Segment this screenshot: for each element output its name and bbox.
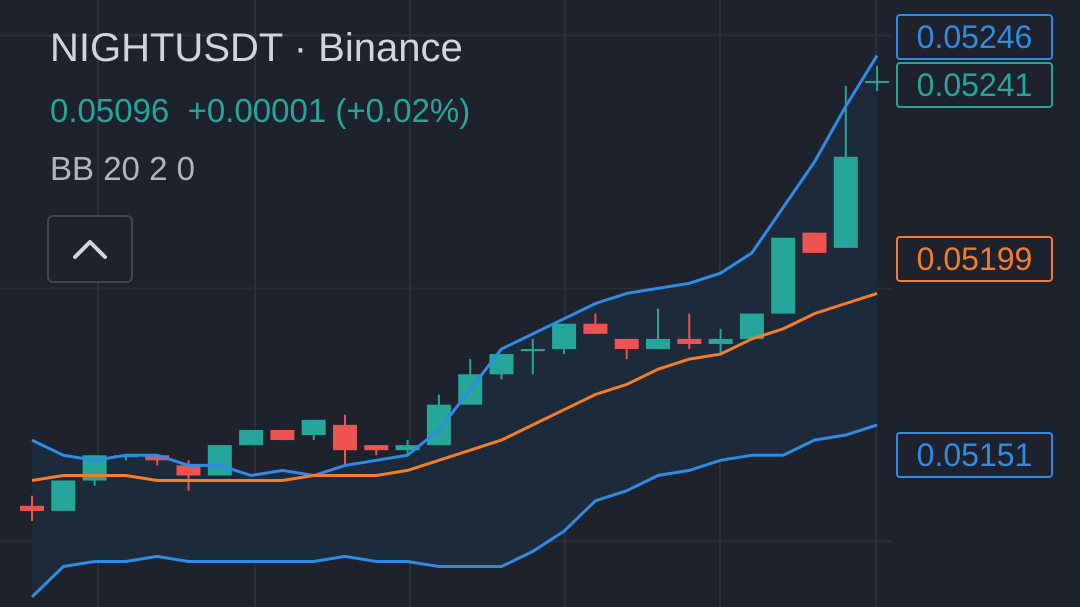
price-quote: 0.05096 +0.00001 (+0.02%) [50, 92, 470, 130]
candle-body [51, 480, 76, 511]
candle-body [708, 338, 733, 344]
last-price: 0.05096 [50, 92, 170, 129]
candle-body [395, 445, 420, 451]
chevron-up-icon [73, 240, 107, 259]
candle-body [489, 354, 514, 375]
candle-body [145, 455, 170, 461]
candle [364, 445, 389, 456]
candle [802, 232, 827, 253]
basis-price-label: 0.05199 [896, 236, 1053, 282]
candle [207, 445, 232, 476]
candle [583, 313, 608, 334]
upper-band-price-label: 0.05246 [896, 14, 1053, 60]
candle-body [20, 505, 44, 511]
bollinger-band-fill [32, 55, 878, 597]
candle [865, 65, 890, 92]
candle [51, 480, 76, 511]
candle [270, 429, 295, 441]
candle-body [333, 424, 357, 451]
candle [145, 455, 170, 466]
candle [771, 237, 796, 314]
candle-body [646, 338, 670, 350]
candle-body [552, 323, 577, 350]
price-change-percent: (+0.02%) [335, 92, 471, 129]
candle-body [865, 80, 890, 83]
candle [239, 429, 264, 446]
candle-body [614, 338, 639, 350]
lower-band-price-label: 0.05151 [896, 432, 1053, 478]
candle-body [802, 232, 827, 253]
last-price-label: 0.05241 [896, 62, 1053, 108]
candle-body [239, 429, 264, 446]
candle [333, 414, 357, 466]
candle-body [176, 465, 201, 476]
bollinger-lower-line [30, 423, 878, 598]
price-change: +0.00001 [187, 92, 327, 129]
indicator-label[interactable]: BB 20 2 0 [50, 150, 195, 187]
candle [677, 313, 702, 350]
candle-body [364, 445, 389, 451]
candle-body [270, 429, 295, 441]
symbol-title: NIGHTUSDT · Binance [50, 26, 463, 70]
candle-body [583, 323, 608, 334]
candle [301, 419, 326, 441]
candle-body [520, 349, 545, 352]
collapse-legend-button[interactable] [47, 215, 133, 283]
candle [458, 359, 483, 405]
bollinger-upper-line [31, 54, 879, 478]
candle-body [426, 404, 451, 446]
candle [614, 338, 639, 360]
candle [395, 440, 420, 456]
bollinger-basis-line [31, 291, 878, 482]
candle-body [833, 156, 858, 248]
candle-body [207, 445, 232, 476]
candles [20, 65, 890, 522]
candle [520, 338, 545, 375]
candle-body [771, 237, 796, 314]
candle [708, 328, 733, 355]
candle [552, 323, 577, 355]
candle [833, 85, 858, 248]
candle [20, 495, 44, 522]
candle-body [301, 419, 326, 436]
candle-body [677, 338, 702, 344]
candle [426, 394, 451, 446]
candle-body [739, 313, 764, 339]
candle [739, 313, 764, 339]
candle [646, 308, 670, 350]
